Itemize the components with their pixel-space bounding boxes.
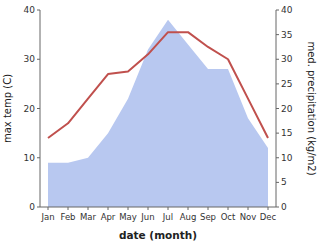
y-tick-label: 20: [24, 104, 36, 114]
x-axis-label: date (month): [119, 229, 197, 241]
y2-tick-label: 25: [281, 79, 292, 89]
y2-tick: [276, 59, 279, 60]
x-tick: [188, 207, 189, 210]
x-axis-line: [40, 207, 276, 208]
x-tick: [88, 207, 89, 210]
y2-tick-label: 5: [281, 177, 287, 187]
x-tick: [48, 207, 49, 210]
x-tick-label: Mar: [80, 212, 97, 222]
y-tick: [37, 10, 40, 11]
y2-tick-label: 35: [281, 30, 292, 40]
x-tick-label: Jan: [40, 212, 54, 222]
x-tick-label: Sep: [200, 212, 216, 222]
y2-tick: [276, 108, 279, 109]
y-tick-label: 40: [24, 5, 36, 15]
x-tick-label: Oct: [221, 212, 236, 222]
temp-line: [48, 32, 268, 138]
y2-tick-label: 40: [281, 5, 293, 15]
y-tick: [37, 108, 40, 109]
x-tick-label: Jun: [140, 212, 154, 222]
y2-tick: [276, 133, 279, 134]
axes: 0 10 20 30 40 0 5 10 15 20 25 30 35 40 Jan Feb Mar AprMay…: [24, 5, 293, 222]
x-tick: [148, 207, 149, 210]
x-tick: [108, 207, 109, 210]
x-tick: [228, 207, 229, 210]
x-tick: [208, 207, 209, 210]
y2-tick-label: 0: [281, 202, 287, 212]
x-tick-label: May: [119, 212, 137, 222]
y2-tick-label: 10: [281, 153, 293, 163]
y2-tick: [276, 182, 279, 183]
y-tick-label: 0: [29, 202, 35, 212]
x-tick: [248, 207, 249, 210]
x-tick-label: Apr: [101, 212, 116, 222]
y2-tick-label: 15: [281, 128, 292, 138]
y2-tick-label: 30: [281, 54, 293, 64]
precip-area: [48, 20, 268, 207]
y-tick-label: 30: [24, 54, 36, 64]
y2-tick: [276, 207, 279, 208]
y2-tick-label: 20: [281, 104, 293, 114]
x-tick-label: Dec: [260, 212, 277, 222]
y-axis-label: max temp (C): [2, 74, 13, 143]
y-tick: [37, 157, 40, 158]
y2-tick: [276, 10, 279, 11]
chart: 0 10 20 30 40 0 5 10 15 20 25 30 35 40 Jan Feb Mar AprMay…: [0, 0, 318, 247]
x-tick: [68, 207, 69, 210]
y-tick-label: 10: [24, 153, 36, 163]
x-tick-label: Jul: [162, 212, 173, 222]
y-tick: [37, 59, 40, 60]
x-tick: [168, 207, 169, 210]
y2-tick: [276, 34, 279, 35]
y2-axis-label: med. precipitation (kg/m2): [306, 41, 317, 175]
x-tick: [128, 207, 129, 210]
y2-tick: [276, 157, 279, 158]
x-tick: [268, 207, 269, 210]
y2-tick: [276, 83, 279, 84]
plot-area: [48, 20, 268, 207]
x-tick-label: Feb: [60, 212, 75, 222]
x-tick-label: Nov: [240, 212, 257, 222]
x-tick-label: Aug: [180, 212, 197, 222]
y-tick: [37, 207, 40, 208]
